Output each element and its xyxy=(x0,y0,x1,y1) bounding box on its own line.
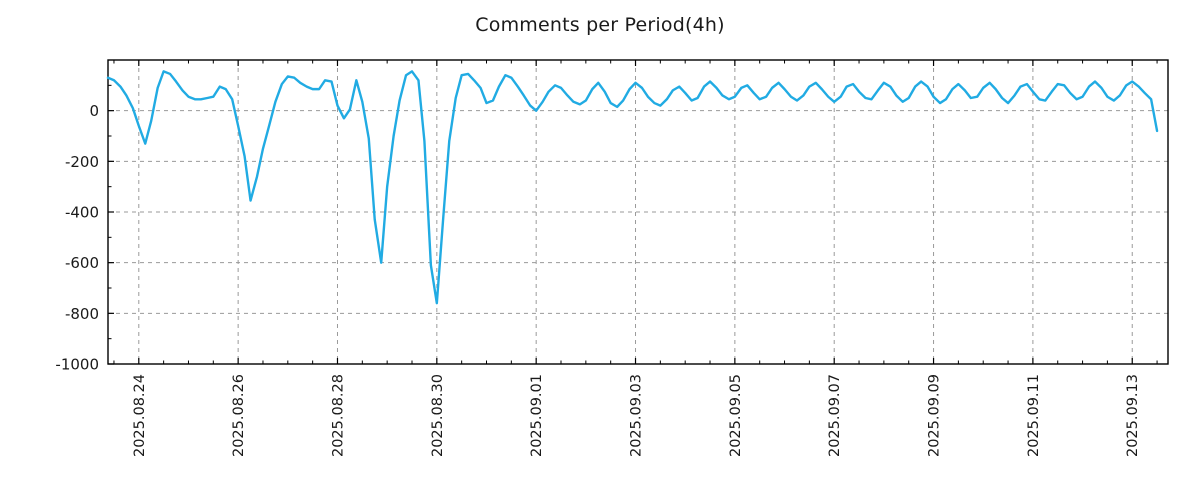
x-tick-label: 2025.09.01 xyxy=(529,374,545,457)
x-tick-label: 2025.09.11 xyxy=(1026,374,1042,457)
x-tick-label: 2025.08.24 xyxy=(132,374,148,457)
x-axis-labels: 2025.08.24 2025.08.26 2025.08.28 2025.08.30… xyxy=(132,374,1141,457)
y-tick-label: -400 xyxy=(65,204,99,222)
y-tick-label: -600 xyxy=(65,254,99,272)
series-line xyxy=(106,70,1159,305)
y-axis-labels: 0 -200 -400 -600 -800 -1000 xyxy=(55,102,99,373)
chart-title: Comments per Period(4h) xyxy=(475,14,725,36)
y-tick-label: 0 xyxy=(89,102,99,120)
plot-frame xyxy=(107,59,1169,365)
axes-frame xyxy=(107,59,1169,365)
x-tick-label: 2025.09.13 xyxy=(1125,374,1141,457)
x-tick-label: 2025.09.03 xyxy=(629,374,645,457)
y-tick-label: -1000 xyxy=(55,356,99,374)
x-tick-label: 2025.08.30 xyxy=(430,374,446,457)
x-tick-label: 2025.09.09 xyxy=(927,374,943,457)
x-tick-label: 2025.08.28 xyxy=(330,374,346,457)
x-tick-label: 2025.09.07 xyxy=(827,374,843,457)
y-axis-ticks xyxy=(108,84,114,365)
x-tick-label: 2025.09.05 xyxy=(728,374,744,457)
x-tick-label: 2025.08.26 xyxy=(231,374,247,457)
y-tick-label: -800 xyxy=(65,305,99,323)
gridlines xyxy=(108,60,1168,364)
y-tick-label: -200 xyxy=(65,153,99,171)
data-series xyxy=(106,70,1159,305)
